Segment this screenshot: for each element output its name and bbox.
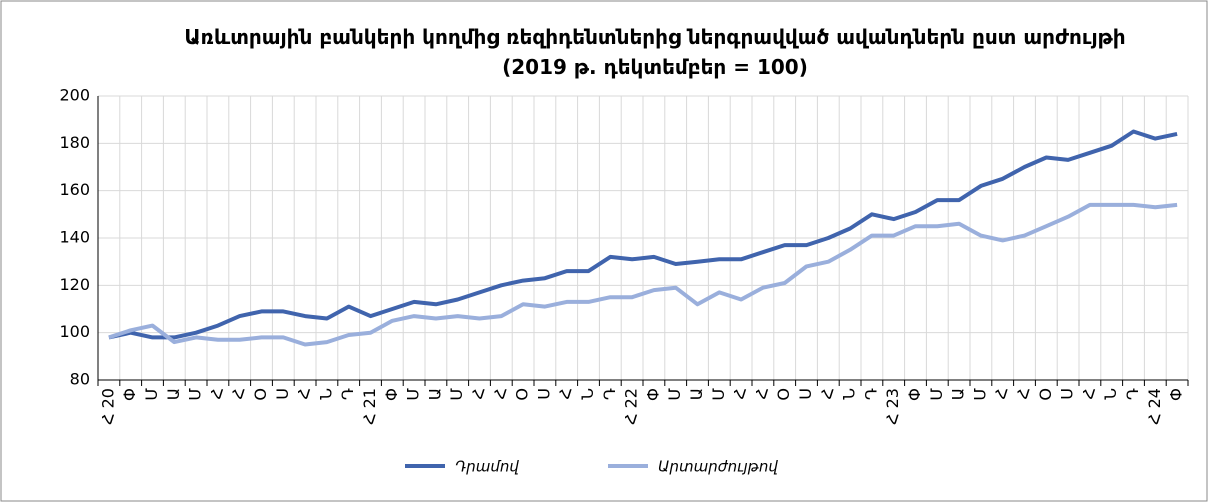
x-tick-label: Ս <box>1058 388 1077 400</box>
x-tick-label: Հ <box>469 388 488 399</box>
x-tick-label: Օ <box>1036 388 1055 401</box>
x-tick-label: Մ <box>404 388 423 401</box>
x-tick-label: Ս <box>534 388 553 400</box>
x-tick-label: Ս <box>796 388 815 400</box>
x-tick-label: Դ <box>338 388 357 400</box>
x-tick-label: Հ <box>229 388 248 399</box>
x-tick-label: Հ <box>752 388 771 399</box>
y-tick-label: 100 <box>59 322 90 341</box>
x-tick-label: Հ <box>491 388 510 399</box>
x-tick-label: Հ <box>818 388 837 399</box>
x-tick-label: Մ <box>970 388 989 401</box>
x-tick-label: Մ <box>447 388 466 401</box>
x-tick-label: Հ <box>556 388 575 399</box>
x-tick-label: Ս <box>273 388 292 400</box>
legend-label: Արտարժույթով <box>658 458 778 476</box>
x-tick-label: Մ <box>927 388 946 401</box>
x-tick-label: Փ <box>643 388 662 401</box>
x-tick-label: Հ 22 <box>622 388 641 425</box>
x-tick-label: Փ <box>120 388 139 401</box>
x-tick-label: Հ <box>731 388 750 399</box>
x-tick-label: Հ 21 <box>360 388 379 425</box>
x-tick-label: Հ <box>295 388 314 399</box>
x-tick-label: Փ <box>382 388 401 401</box>
y-tick-label: 200 <box>59 86 90 105</box>
x-tick-label: Ն <box>1101 388 1120 400</box>
x-tick-label: Հ 20 <box>98 388 117 425</box>
x-tick-label: Ա <box>425 388 444 400</box>
x-tick-label: Ն <box>840 388 859 400</box>
x-tick-label: Մ <box>186 388 205 401</box>
x-tick-label: Մ <box>709 388 728 401</box>
y-tick-label: 160 <box>59 180 90 199</box>
y-tick-label: 120 <box>59 275 90 294</box>
x-tick-label: Ա <box>687 388 706 400</box>
y-tick-label: 80 <box>70 370 90 389</box>
x-tick-label: Դ <box>600 388 619 400</box>
x-tick-label: Փ <box>1167 388 1186 401</box>
x-tick-label: Հ 24 <box>1145 388 1164 425</box>
x-tick-label: Հ <box>1079 388 1098 399</box>
x-tick-label: Ա <box>949 388 968 400</box>
x-tick-label: Դ <box>1123 388 1142 400</box>
y-tick-label: 180 <box>59 133 90 152</box>
x-tick-label: Հ <box>207 388 226 399</box>
x-tick-label: Փ <box>905 388 924 401</box>
series-line <box>108 129 1178 340</box>
x-tick-label: Հ <box>992 388 1011 399</box>
y-tick-label: 140 <box>59 228 90 247</box>
x-tick-label: Հ <box>1014 388 1033 399</box>
x-tick-label: Դ <box>861 388 880 400</box>
x-tick-label: Օ <box>251 388 270 401</box>
x-tick-label: Հ 23 <box>883 388 902 425</box>
x-tick-label: Օ <box>774 388 793 401</box>
legend-label: Դրամով <box>455 458 519 476</box>
series-line <box>108 202 1178 347</box>
x-tick-label: Ն <box>316 388 335 400</box>
chart-title: Առևտրային բանկերի կողմից ռեզիդենտներից ն… <box>184 25 1126 79</box>
x-tick-label: Մ <box>665 388 684 401</box>
x-tick-label: Ա <box>164 388 183 400</box>
x-tick-label: Օ <box>513 388 532 401</box>
x-tick-label: Մ <box>142 388 161 401</box>
x-tick-label: Ն <box>578 388 597 400</box>
